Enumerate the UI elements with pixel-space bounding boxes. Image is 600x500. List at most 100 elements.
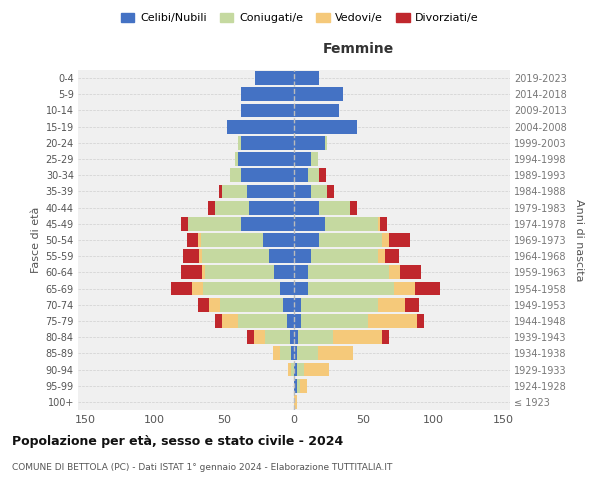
Bar <box>280 282 294 296</box>
Bar <box>241 88 294 101</box>
Bar <box>221 314 238 328</box>
Bar <box>294 346 297 360</box>
Bar <box>238 152 294 166</box>
Bar <box>294 330 298 344</box>
Bar <box>415 282 440 296</box>
Bar <box>325 217 377 230</box>
Bar <box>294 200 319 214</box>
Bar <box>294 71 319 85</box>
Bar <box>389 233 410 247</box>
Bar <box>291 346 294 360</box>
Bar <box>247 184 294 198</box>
Legend: Celibi/Nubili, Coniugati/e, Vedovi/e, Divorziati/e: Celibi/Nubili, Coniugati/e, Vedovi/e, Di… <box>117 8 483 28</box>
Bar <box>254 330 265 344</box>
Bar <box>389 266 400 280</box>
Bar <box>400 266 421 280</box>
Bar <box>291 362 294 376</box>
Bar <box>241 104 294 118</box>
Bar <box>230 168 241 182</box>
Bar <box>294 314 301 328</box>
Bar <box>297 346 317 360</box>
Bar <box>294 250 311 263</box>
Bar <box>301 298 377 312</box>
Bar <box>377 217 380 230</box>
Bar <box>294 136 325 149</box>
Bar <box>319 168 326 182</box>
Bar <box>294 379 297 392</box>
Bar <box>221 184 247 198</box>
Bar <box>200 233 263 247</box>
Bar <box>294 217 325 230</box>
Bar <box>198 298 209 312</box>
Bar <box>269 250 294 263</box>
Bar <box>294 152 311 166</box>
Bar <box>377 298 406 312</box>
Bar <box>205 266 274 280</box>
Bar <box>290 330 294 344</box>
Bar <box>199 250 202 263</box>
Bar <box>294 362 297 376</box>
Y-axis label: Fasce di età: Fasce di età <box>31 207 41 273</box>
Text: COMUNE DI BETTOLA (PC) - Dati ISTAT 1° gennaio 2024 - Elaborazione TUTTITALIA.IT: COMUNE DI BETTOLA (PC) - Dati ISTAT 1° g… <box>12 462 392 471</box>
Bar <box>202 250 269 263</box>
Bar <box>298 330 333 344</box>
Bar <box>377 250 385 263</box>
Bar <box>263 233 294 247</box>
Bar <box>294 168 308 182</box>
Bar <box>294 184 311 198</box>
Bar <box>311 152 317 166</box>
Bar <box>215 314 221 328</box>
Bar <box>380 217 388 230</box>
Bar <box>385 250 398 263</box>
Bar <box>273 346 280 360</box>
Bar <box>192 282 203 296</box>
Bar <box>235 152 238 166</box>
Bar <box>319 200 350 214</box>
Bar <box>350 200 357 214</box>
Bar <box>208 200 215 214</box>
Text: Popolazione per età, sesso e stato civile - 2024: Popolazione per età, sesso e stato civil… <box>12 435 343 448</box>
Bar <box>394 282 415 296</box>
Y-axis label: Anni di nascita: Anni di nascita <box>574 198 584 281</box>
Bar <box>325 136 328 149</box>
Bar <box>238 314 287 328</box>
Bar <box>202 266 205 280</box>
Bar <box>299 379 307 392</box>
Bar <box>294 104 338 118</box>
Bar <box>280 346 291 360</box>
Bar <box>308 168 319 182</box>
Bar <box>220 298 283 312</box>
Bar <box>247 330 254 344</box>
Bar <box>328 184 334 198</box>
Bar <box>241 136 294 149</box>
Bar <box>198 233 200 247</box>
Bar <box>182 250 199 263</box>
Bar <box>294 298 301 312</box>
Bar <box>368 314 416 328</box>
Bar <box>265 330 290 344</box>
Bar <box>294 395 297 409</box>
Bar <box>294 266 308 280</box>
Bar <box>289 362 291 376</box>
Bar <box>187 233 198 247</box>
Bar <box>219 184 221 198</box>
Bar <box>294 120 357 134</box>
Text: Femmine: Femmine <box>323 42 394 56</box>
Bar <box>181 217 188 230</box>
Bar <box>304 362 329 376</box>
Bar <box>227 120 294 134</box>
Bar <box>255 71 294 85</box>
Bar <box>382 233 389 247</box>
Bar <box>406 298 419 312</box>
Bar <box>241 217 294 230</box>
Bar <box>294 88 343 101</box>
Bar <box>294 233 319 247</box>
Bar <box>311 184 328 198</box>
Bar <box>416 314 424 328</box>
Bar <box>274 266 294 280</box>
Bar <box>311 250 377 263</box>
Bar <box>283 298 294 312</box>
Bar <box>319 233 382 247</box>
Bar <box>209 298 220 312</box>
Bar <box>297 362 304 376</box>
